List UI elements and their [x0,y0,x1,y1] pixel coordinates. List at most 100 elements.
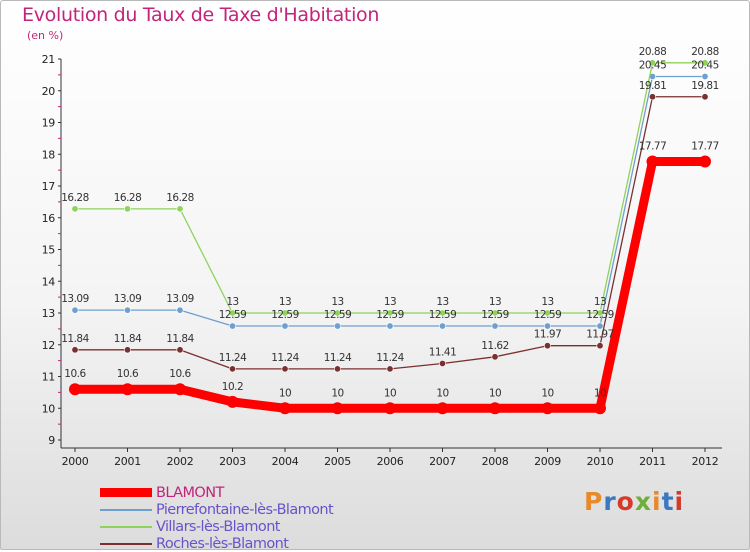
data-point-pierrefontaine-l-s-blamont [229,322,237,330]
data-label-pierrefontaine-l-s-blamont: 12.59 [586,309,614,321]
data-point-blamont [174,383,186,396]
data-label-blamont: 10 [279,387,291,399]
x-tick-label: 2008 [482,455,509,468]
y-tick-label: 19 [42,117,56,130]
data-point-blamont [121,383,134,396]
data-point-roches-l-s-blamont [543,342,551,350]
data-label-pierrefontaine-l-s-blamont: 13.09 [166,293,194,305]
y-tick-label: 18 [42,148,56,161]
data-label-villars-l-s-blamont: 13 [489,296,501,308]
data-label-pierrefontaine-l-s-blamont: 12.59 [481,309,509,321]
legend-swatch [100,542,152,545]
line-chart: 9 10 11 12 13 14 15 16 17 18 19 20 21 2000 2001 2002 200… [42,46,722,468]
data-point-blamont [226,395,239,408]
data-point-pierrefontaine-l-s-blamont [701,72,709,80]
data-label-blamont: 10 [594,387,606,399]
data-point-villars-l-s-blamont [386,309,394,317]
data-label-roches-l-s-blamont: 11.84 [166,333,194,345]
data-point-roches-l-s-blamont [176,346,184,354]
data-point-roches-l-s-blamont [438,359,446,367]
legend-label: BLAMONT [156,484,224,501]
x-tick-label: 2002 [167,455,194,468]
data-point-roches-l-s-blamont [281,365,289,373]
legend-label: Villars-lès-Blamont [156,518,280,535]
data-label-roches-l-s-blamont: 11.84 [114,333,142,345]
x-tick-label: 2009 [534,455,561,468]
data-point-blamont [646,155,659,168]
data-label-villars-l-s-blamont: 16.28 [114,192,142,204]
data-label-roches-l-s-blamont: 11.24 [376,352,404,364]
x-tick-label: 2004 [272,455,299,468]
data-point-blamont [436,402,449,415]
data-point-roches-l-s-blamont [701,93,709,101]
data-label-pierrefontaine-l-s-blamont: 12.59 [534,309,562,321]
data-label-villars-l-s-blamont: 13 [384,296,396,308]
data-label-villars-l-s-blamont: 20.88 [639,46,667,58]
data-point-blamont [541,402,554,415]
x-tick-label: 2006 [377,455,404,468]
logo-letter: P [584,487,604,516]
y-tick-label: 16 [42,212,56,225]
data-label-villars-l-s-blamont: 16.28 [166,192,194,204]
data-point-villars-l-s-blamont [333,309,341,317]
chart-subtitle: (en %) [27,29,64,42]
legend-swatch [100,508,152,511]
data-label-villars-l-s-blamont: 13 [436,296,448,308]
data-point-villars-l-s-blamont [701,59,709,67]
data-label-villars-l-s-blamont: 13 [331,296,343,308]
data-label-roches-l-s-blamont: 19.81 [691,80,719,92]
data-point-pierrefontaine-l-s-blamont [333,322,341,330]
data-point-villars-l-s-blamont [648,59,656,67]
data-point-pierrefontaine-l-s-blamont [386,322,394,330]
data-point-roches-l-s-blamont [229,365,237,373]
data-point-pierrefontaine-l-s-blamont [71,306,79,314]
y-tick-label: 9 [48,434,55,447]
data-label-pierrefontaine-l-s-blamont: 20.45 [639,59,667,71]
x-tick-label: 2005 [324,455,351,468]
data-point-pierrefontaine-l-s-blamont [438,322,446,330]
data-point-roches-l-s-blamont [71,346,79,354]
data-point-villars-l-s-blamont [124,205,132,213]
data-label-roches-l-s-blamont: 11.97 [534,329,562,341]
legend-label: Roches-lès-Blamont [156,535,289,552]
data-label-roches-l-s-blamont: 19.81 [639,80,667,92]
data-label-roches-l-s-blamont: 11.24 [271,352,299,364]
data-point-pierrefontaine-l-s-blamont [491,322,499,330]
logo-letter: x [634,487,652,516]
logo-letter: r [603,487,617,516]
legend-item-roches-l-s-blamont: Roches-lès-Blamont [100,535,333,552]
data-point-villars-l-s-blamont [543,309,551,317]
data-point-blamont [69,383,81,396]
logo-letter: i [674,487,685,516]
data-label-blamont: 10 [384,387,396,399]
y-tick-label: 10 [42,402,56,415]
data-point-roches-l-s-blamont [596,342,604,350]
x-tick-label: 2001 [114,455,141,468]
x-tick-label: 2010 [587,455,614,468]
y-tick-label: 15 [42,244,56,257]
data-label-villars-l-s-blamont: 13 [541,296,553,308]
x-tick-label: 2007 [429,455,456,468]
data-label-roches-l-s-blamont: 11.97 [586,329,614,341]
data-point-blamont [489,402,501,415]
y-tick-label: 14 [42,275,56,288]
data-label-blamont: 10.6 [64,368,86,380]
data-point-roches-l-s-blamont [124,346,132,354]
data-label-pierrefontaine-l-s-blamont: 12.59 [429,309,457,321]
data-point-pierrefontaine-l-s-blamont [281,322,289,330]
data-point-blamont [279,402,291,415]
data-label-villars-l-s-blamont: 13 [226,296,238,308]
data-label-blamont: 10 [489,387,501,399]
data-label-villars-l-s-blamont: 20.88 [691,46,719,58]
y-tick-label: 12 [42,339,55,352]
data-label-pierrefontaine-l-s-blamont: 12.59 [376,309,404,321]
y-tick-label: 17 [42,180,56,193]
chart-series [69,59,711,415]
chart-legend: BLAMONT Pierrefontaine-lès-Blamont Villars… [100,484,334,552]
data-label-pierrefontaine-l-s-blamont: 12.59 [219,309,247,321]
data-label-pierrefontaine-l-s-blamont: 13.09 [61,293,89,305]
data-point-villars-l-s-blamont [281,309,289,317]
data-point-roches-l-s-blamont [386,365,394,373]
y-tick-label: 21 [42,53,55,66]
data-point-villars-l-s-blamont [438,309,446,317]
